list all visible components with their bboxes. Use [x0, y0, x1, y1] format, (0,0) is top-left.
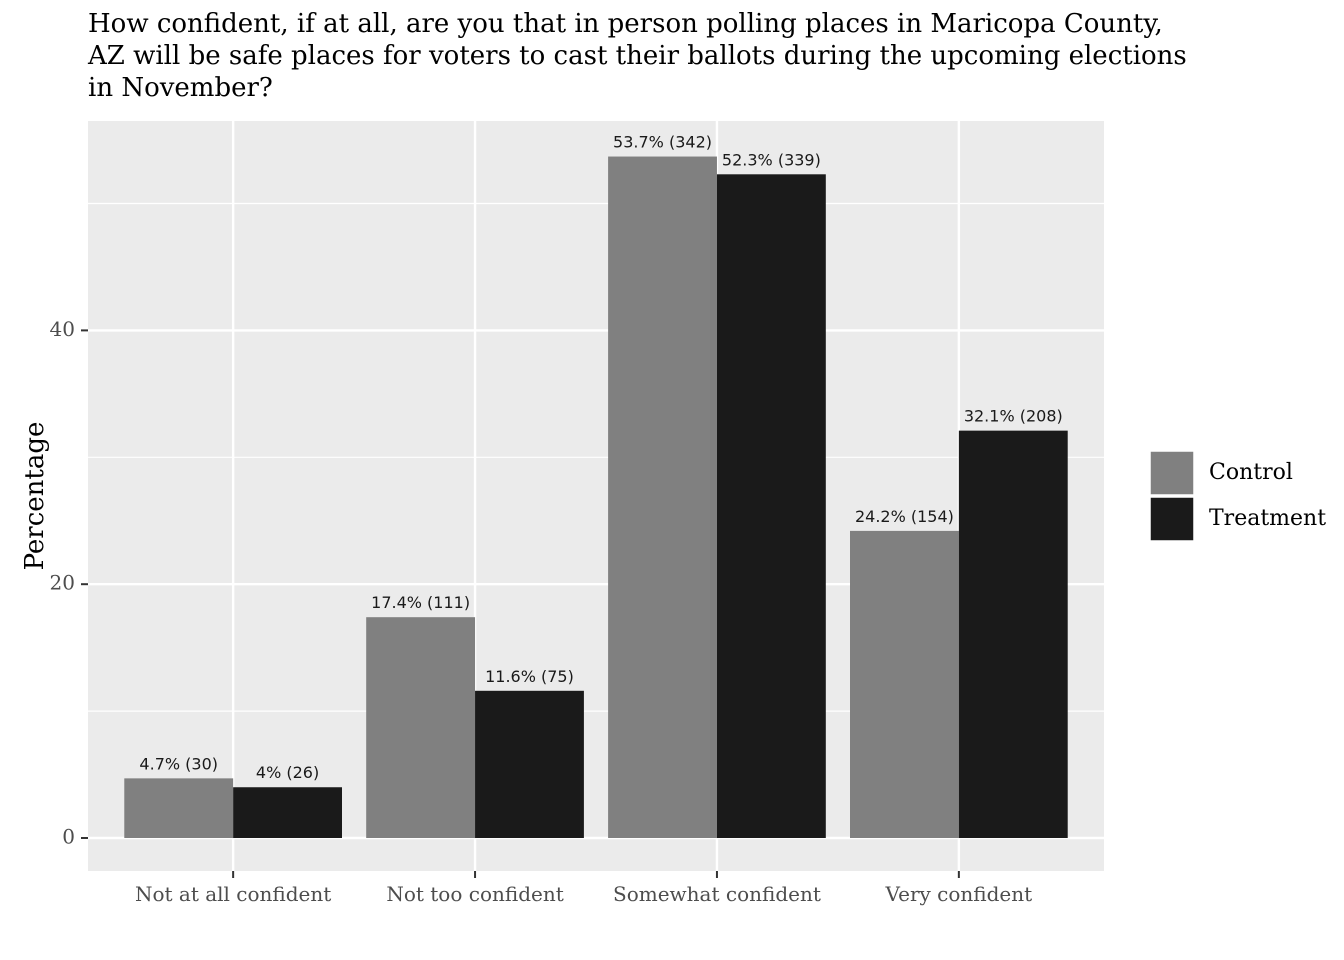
legend-key-treatment [1149, 496, 1195, 542]
bar-value-label: 4.7% (30) [139, 754, 218, 773]
x-tick-label: Not too confident [386, 882, 563, 906]
bar-value-label: 11.6% (75) [485, 667, 574, 686]
chart-title-line: AZ will be safe places for voters to cas… [88, 41, 1187, 71]
x-tick-label: Not at all confident [135, 882, 331, 906]
axes: 0 20 40 Not at all confident Not too confide… [50, 317, 1033, 906]
chart-title-line: How confident, if at all, are you that i… [88, 9, 1163, 39]
bar-treatment [475, 690, 584, 839]
bar-value-label: 53.7% (342) [613, 133, 712, 152]
chart-title-line: in November? [88, 73, 273, 103]
y-axis-title: Percentage [20, 422, 50, 571]
bar-value-label: 32.1% (208) [964, 407, 1063, 426]
legend: Control Treatment [1149, 450, 1326, 542]
bar-control [850, 530, 959, 839]
bar-value-label: 4% (26) [256, 763, 319, 782]
bar-treatment [716, 174, 826, 839]
legend-label: Control [1209, 460, 1293, 485]
bar-control [366, 617, 476, 839]
bars [124, 156, 1068, 839]
legend-key-control [1149, 450, 1195, 496]
bar-value-label: 17.4% (111) [371, 593, 470, 612]
bar-value-label: 24.2% (154) [855, 507, 954, 526]
chart-title: How confident, if at all, are you that i… [88, 8, 1188, 104]
x-tick-label: Very confident [885, 882, 1033, 906]
y-tick-label: 0 [62, 825, 75, 849]
bar-control [608, 156, 717, 839]
y-tick-label: 20 [50, 571, 75, 595]
bar-control [124, 778, 234, 839]
x-tick-label: Somewhat confident [613, 882, 821, 906]
y-tick-label: 40 [50, 317, 75, 341]
bar-treatment [958, 430, 1068, 839]
bar-treatment [233, 787, 342, 839]
bar-labels: 4.7% (30) 17.4% (111) 53.7% (342) 24.2% (15… [139, 133, 1062, 783]
legend-label: Treatment [1209, 506, 1326, 531]
bar-value-label: 52.3% (339) [722, 150, 821, 169]
